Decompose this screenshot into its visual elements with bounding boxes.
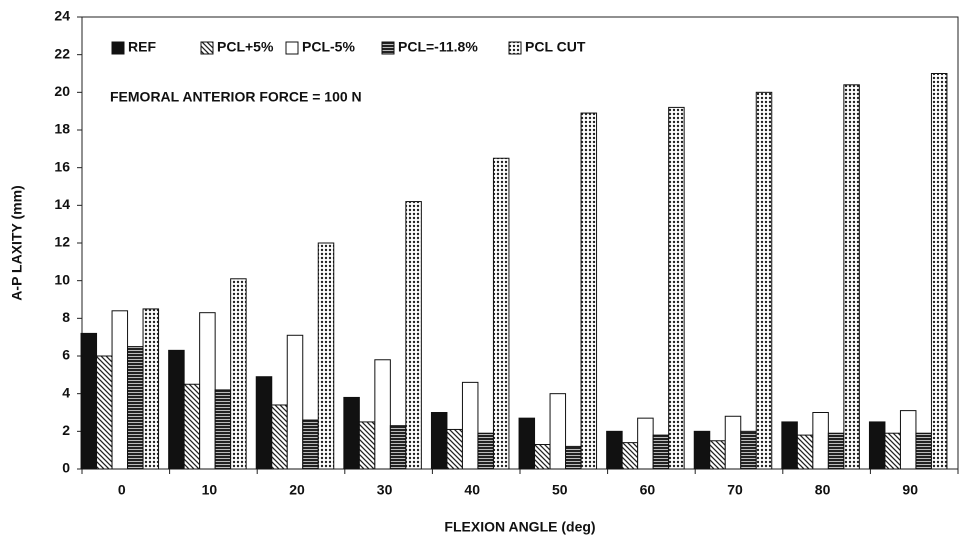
y-tick-label: 10 [54, 271, 70, 287]
bar [96, 355, 113, 470]
bar [461, 381, 479, 470]
bar [430, 412, 448, 470]
bar [796, 434, 814, 470]
y-axis-label: A-P LAXITY (mm) [9, 185, 25, 300]
bar [740, 430, 757, 470]
x-tick-label: 80 [815, 482, 831, 498]
y-tick-label: 14 [54, 196, 70, 212]
bar [518, 417, 536, 470]
bar [358, 421, 376, 470]
x-tick-label: 30 [377, 482, 393, 498]
bar [405, 201, 422, 470]
legend-label: REF [128, 39, 156, 55]
bar [606, 430, 623, 470]
bar [80, 332, 98, 470]
bar [781, 421, 798, 470]
bar [652, 434, 670, 470]
legend-label: PCL=-11.8% [398, 39, 478, 55]
bar [621, 442, 639, 470]
bar [637, 417, 654, 470]
bar [214, 389, 232, 470]
bar [565, 445, 582, 470]
bar [709, 440, 726, 470]
bar [374, 359, 391, 470]
y-tick-label: 8 [62, 309, 70, 325]
legend-swatch [381, 41, 395, 55]
x-axis-label: FLEXION ANGLE (deg) [444, 519, 595, 535]
bar [446, 428, 463, 470]
legend-label: PCL+5% [217, 39, 274, 55]
bar [899, 410, 917, 470]
bar [199, 312, 216, 470]
bar [271, 404, 288, 470]
bar [142, 308, 160, 470]
bar [477, 432, 494, 470]
x-tick-label: 0 [118, 482, 126, 498]
bar [827, 432, 845, 470]
bar [389, 425, 407, 470]
annotation: FEMORAL ANTERIOR FORCE = 100 N [110, 89, 362, 105]
bar [668, 106, 685, 470]
bar [343, 396, 360, 470]
legend-label: PCL-5% [302, 39, 355, 55]
bar [868, 421, 886, 470]
y-tick-label: 12 [54, 234, 70, 250]
bar [724, 415, 742, 470]
legend-swatch [111, 41, 125, 55]
x-tick-label: 10 [202, 482, 218, 498]
x-tick-label: 60 [640, 482, 656, 498]
legend-swatch [285, 41, 299, 55]
bar [930, 73, 948, 470]
bar [812, 412, 829, 470]
y-tick-label: 18 [54, 121, 70, 137]
legend-swatch [200, 41, 214, 55]
bar [884, 432, 901, 470]
legend-label: PCL CUT [525, 39, 586, 55]
bar [183, 383, 201, 470]
y-tick-label: 0 [62, 460, 70, 476]
legend-swatch [508, 41, 522, 55]
y-tick-label: 2 [62, 422, 70, 438]
y-tick-label: 16 [54, 158, 70, 174]
bar [693, 430, 711, 470]
bar [843, 84, 860, 470]
bar [915, 432, 932, 470]
bar [755, 91, 773, 470]
y-tick-label: 4 [62, 384, 70, 400]
bar [549, 393, 567, 470]
bar [111, 310, 129, 470]
bar [286, 334, 304, 470]
x-tick-label: 20 [289, 482, 305, 498]
x-tick-label: 50 [552, 482, 568, 498]
y-tick-label: 24 [54, 8, 70, 24]
x-tick-label: 90 [902, 482, 918, 498]
bar [492, 157, 510, 470]
y-tick-label: 22 [54, 45, 70, 61]
x-tick-label: 40 [464, 482, 480, 498]
bar [302, 419, 319, 470]
bar [317, 242, 335, 470]
bar [534, 444, 551, 470]
y-tick-label: 6 [62, 347, 70, 363]
bar [255, 376, 273, 470]
bar [127, 346, 144, 470]
y-tick-label: 20 [54, 83, 70, 99]
bar [580, 112, 598, 470]
x-tick-label: 70 [727, 482, 743, 498]
bar [230, 278, 247, 470]
bar [168, 349, 185, 470]
